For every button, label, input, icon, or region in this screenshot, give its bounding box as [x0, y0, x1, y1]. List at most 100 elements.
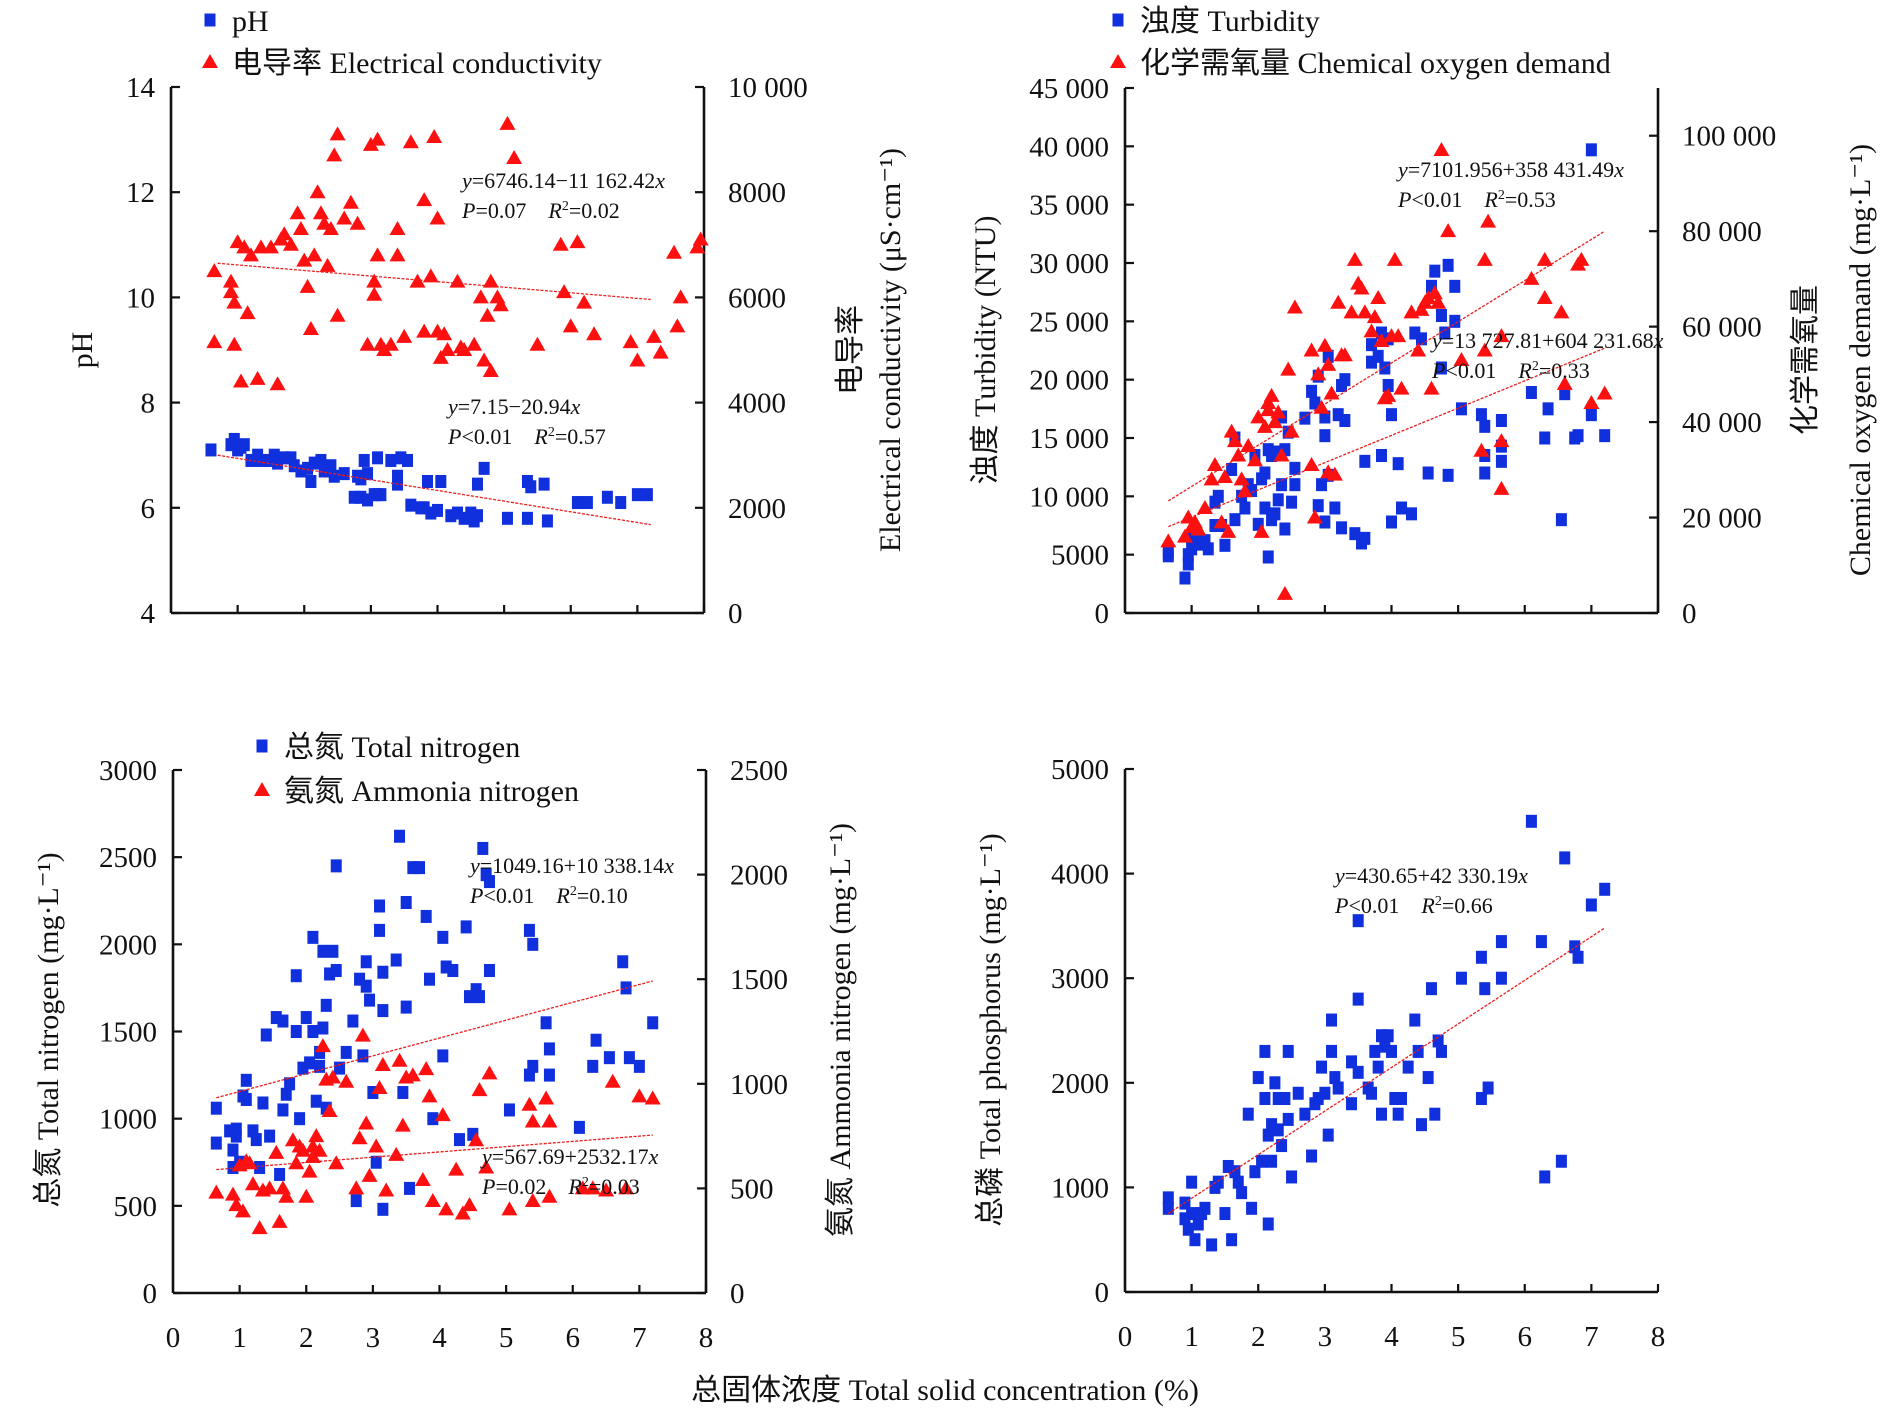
legend-label: 总氮 Total nitrogen	[284, 731, 520, 764]
data-point	[1263, 387, 1280, 402]
data-point	[222, 284, 239, 299]
data-point	[503, 1103, 515, 1117]
stat-value: <0.01	[483, 883, 534, 908]
data-point	[1572, 950, 1584, 964]
data-point	[623, 1051, 635, 1065]
data-point	[1283, 423, 1300, 438]
data-point	[470, 983, 482, 997]
data-point	[320, 998, 332, 1012]
data-point	[1359, 454, 1371, 468]
x-tick-label: 7	[632, 1322, 647, 1354]
data-point	[541, 514, 553, 528]
data-point	[1495, 454, 1507, 468]
data-point	[314, 1038, 331, 1053]
data-point	[540, 1016, 552, 1030]
data-point	[1482, 1081, 1494, 1095]
data-point	[1495, 971, 1507, 985]
data-point	[1272, 1123, 1284, 1137]
data-point	[257, 1096, 269, 1110]
data-point	[453, 1133, 465, 1147]
panel-turbidity-cod: 0 5000 10 000 15 000 20 000 25 000 30 000 35 00…	[969, 5, 1877, 630]
data-point	[1212, 1175, 1224, 1189]
data-point	[349, 215, 366, 230]
data-point	[296, 252, 313, 267]
data-point	[396, 328, 413, 343]
data-point	[466, 336, 483, 351]
data-point	[422, 268, 439, 283]
data-point	[254, 1160, 266, 1174]
data-point	[372, 451, 384, 465]
data-point	[308, 1128, 325, 1143]
data-point	[421, 1088, 438, 1103]
stat-value: <0.01	[461, 424, 512, 449]
stat-value: =0.33	[1539, 358, 1590, 383]
left-y-tick-label: 30 000	[1029, 248, 1109, 280]
data-point	[1249, 1165, 1261, 1179]
trend-line	[216, 980, 653, 1099]
data-point	[1449, 279, 1461, 293]
data-point	[1322, 349, 1334, 363]
data-point	[364, 993, 376, 1007]
data-point	[569, 234, 586, 249]
data-point	[538, 1090, 555, 1105]
data-point	[552, 236, 569, 251]
series-triangle	[208, 1027, 661, 1235]
trend-line	[1167, 927, 1606, 1215]
data-point	[590, 1033, 602, 1047]
right-y-axis-title-en: Electrical conductivity (μS·cm⁻¹)	[874, 148, 907, 552]
data-point	[230, 1129, 242, 1143]
data-point	[210, 1136, 222, 1150]
data-point	[205, 443, 217, 457]
data-point	[440, 960, 452, 974]
data-point	[1316, 478, 1328, 492]
data-point	[392, 469, 404, 483]
data-point	[1266, 1118, 1278, 1132]
data-point	[1253, 523, 1270, 538]
stat-sup: 2	[562, 199, 569, 214]
data-point	[562, 318, 579, 333]
data-point	[1386, 515, 1397, 529]
x-tick-label: 0	[166, 1322, 181, 1354]
regression-0-stats: P<0.01 R2=0.66	[1334, 893, 1493, 918]
data-point	[354, 972, 366, 986]
data-point	[1196, 500, 1213, 514]
data-point	[1583, 395, 1600, 409]
data-point	[646, 328, 663, 343]
data-point	[294, 1142, 311, 1157]
stat-letter: R	[1420, 893, 1435, 918]
data-point	[1382, 379, 1394, 392]
data-point	[480, 868, 492, 882]
data-point	[268, 448, 280, 462]
x-tick-label: 6	[566, 1322, 581, 1354]
data-point	[1366, 309, 1383, 324]
data-point	[400, 1000, 412, 1014]
stat-sup: 2	[1435, 894, 1442, 909]
data-point	[435, 475, 447, 488]
data-point	[329, 307, 346, 322]
legend-marker-square	[256, 739, 268, 753]
data-point	[437, 1049, 449, 1063]
data-point	[1273, 447, 1290, 462]
x-tick-label: 2	[1251, 1321, 1266, 1353]
data-point	[427, 1112, 439, 1126]
data-point	[311, 1142, 328, 1157]
data-point	[1272, 493, 1284, 507]
data-point	[314, 1059, 326, 1073]
stat-sup: 2	[548, 425, 555, 440]
data-point	[1320, 356, 1337, 371]
data-point	[1539, 431, 1551, 445]
data-point	[1393, 380, 1410, 395]
eq-body: =1049.16+10 338.14	[480, 853, 664, 878]
data-point	[241, 1155, 258, 1170]
data-point	[1162, 1201, 1174, 1215]
data-point	[1585, 408, 1597, 422]
data-point	[1182, 1222, 1194, 1236]
data-point	[366, 286, 383, 301]
stat-letter: P	[1431, 358, 1445, 383]
data-point	[641, 488, 653, 502]
eq-x: x	[1517, 863, 1528, 888]
left-y-tick-label: 1000	[1051, 1172, 1109, 1204]
x-tick-label: 4	[1384, 1321, 1399, 1353]
left-y-tick-label: 0	[143, 1278, 158, 1310]
data-point	[1542, 402, 1554, 416]
